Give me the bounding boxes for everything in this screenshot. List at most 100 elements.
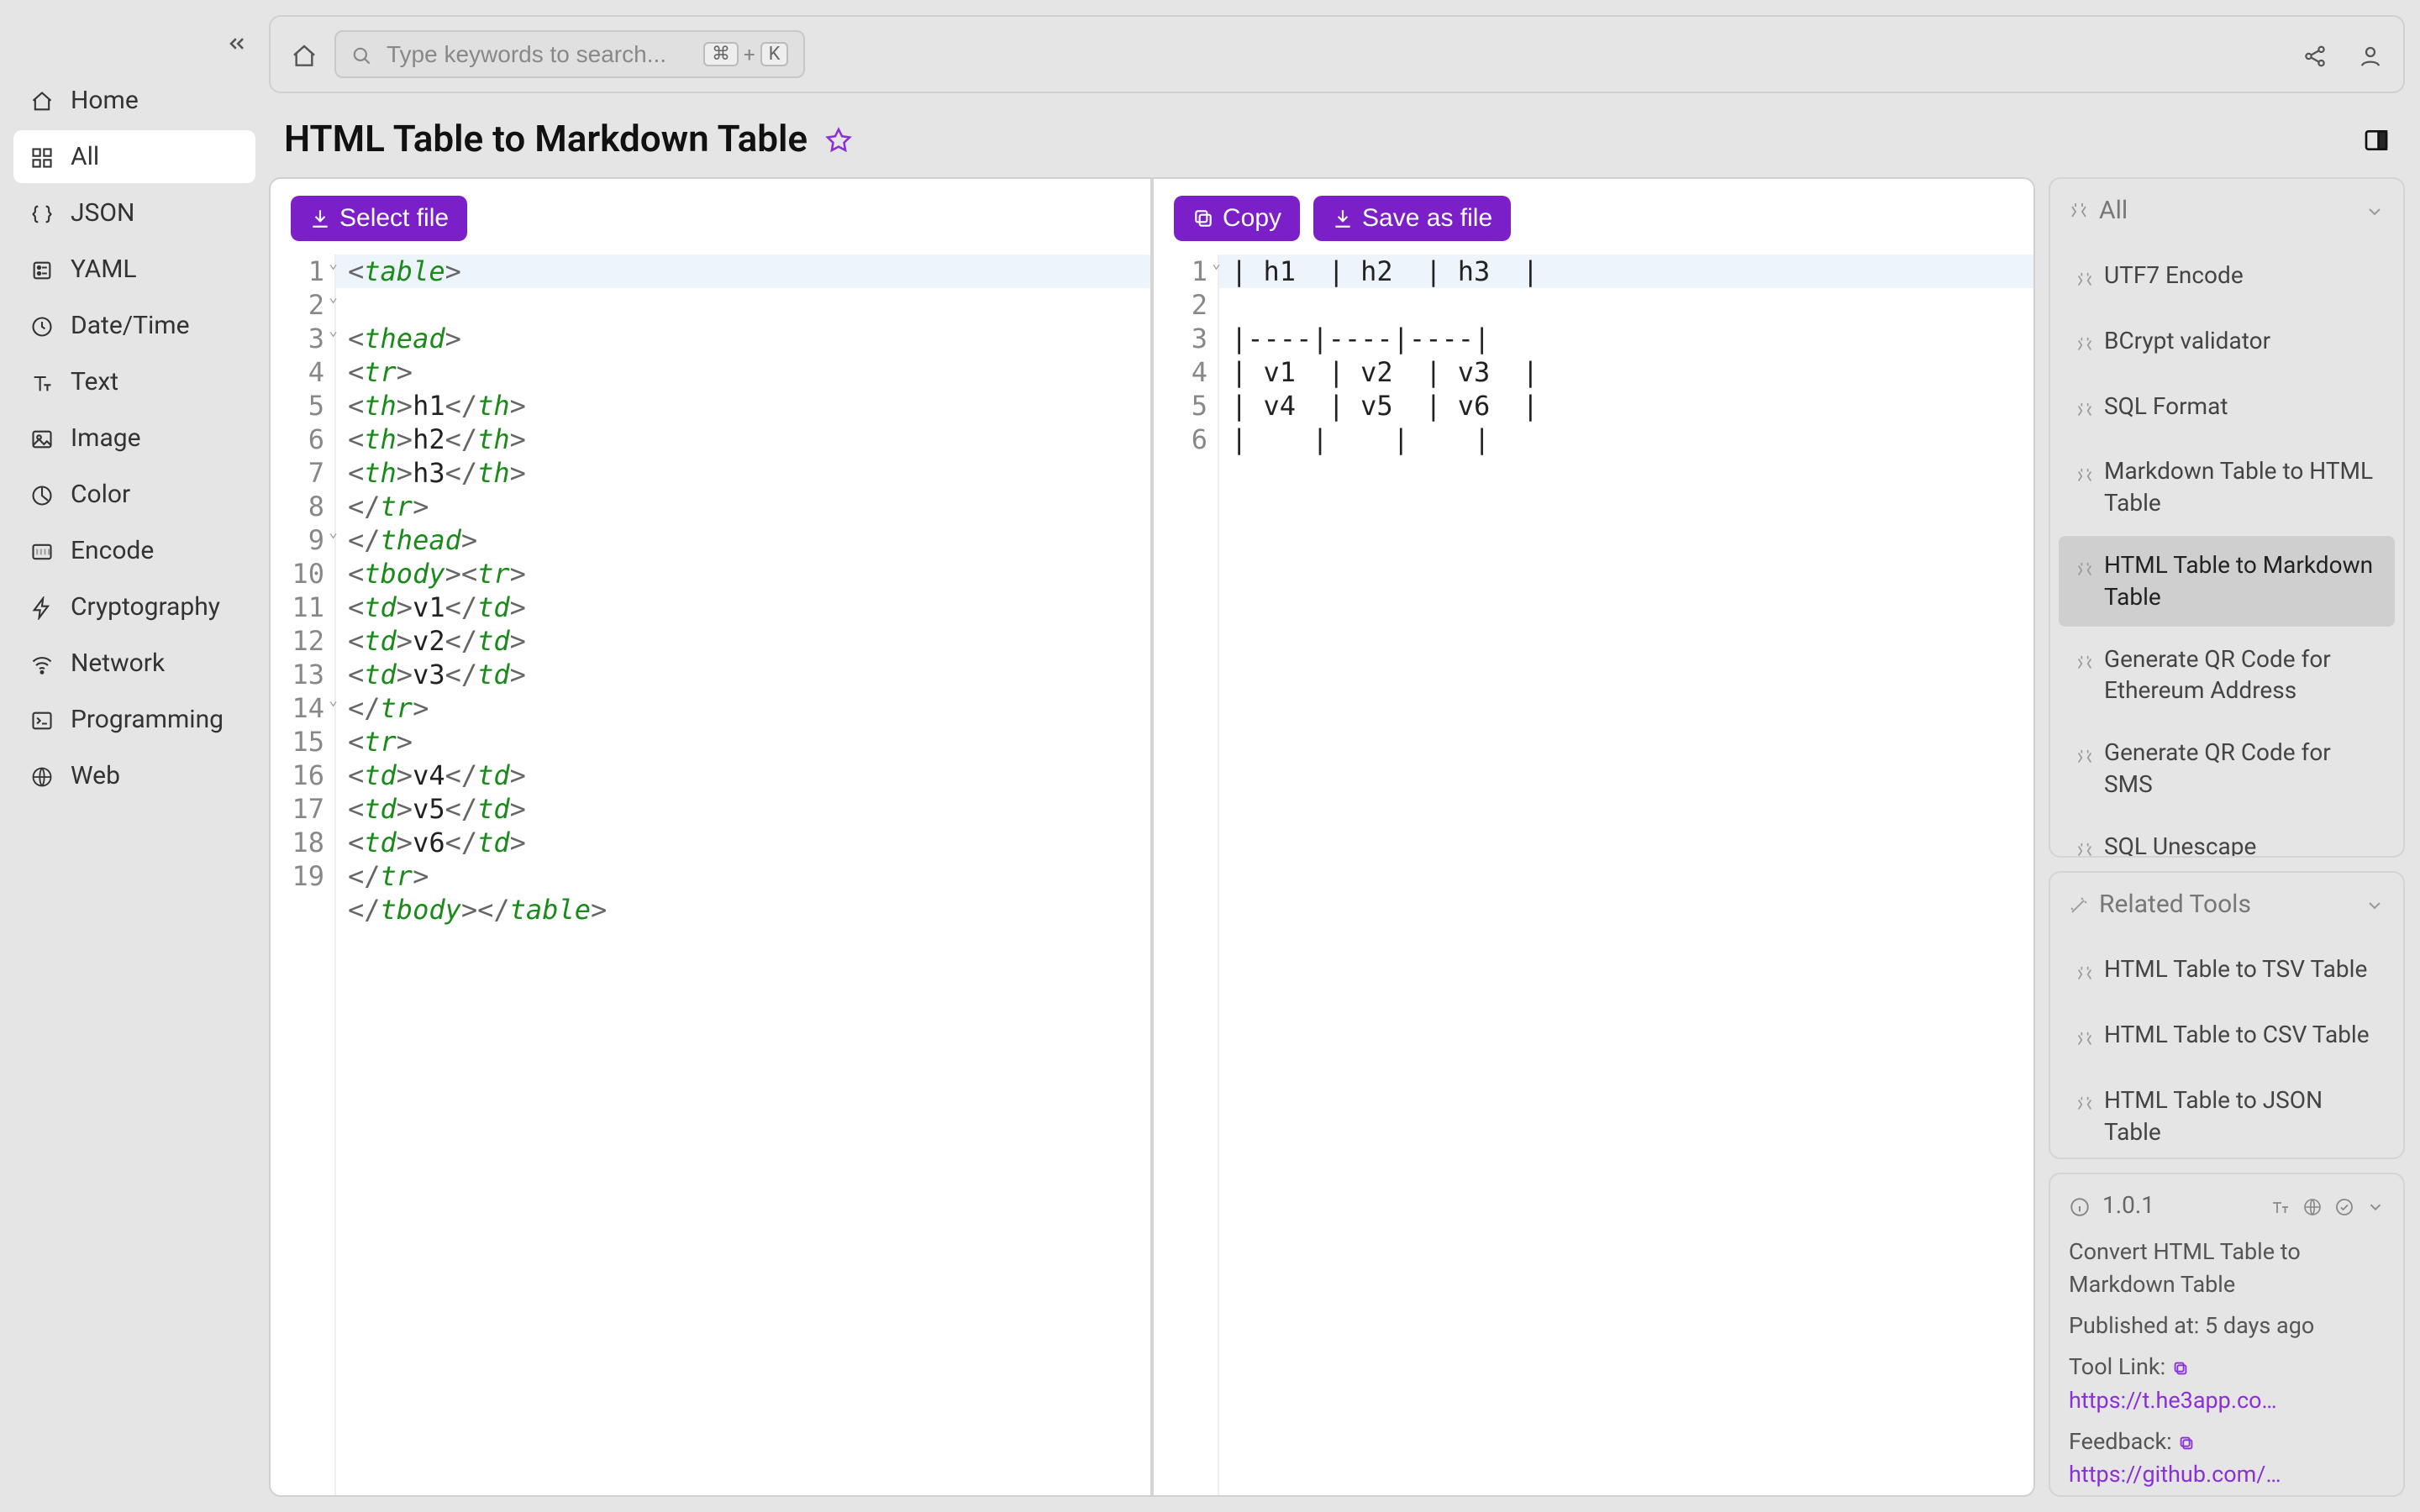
- kbd-plus: +: [744, 43, 755, 66]
- sidebar-item-label: Home: [71, 86, 139, 115]
- copy-link-icon[interactable]: [2177, 1428, 2196, 1455]
- related-tools-head[interactable]: Related Tools: [2050, 873, 2403, 937]
- copy-button[interactable]: Copy: [1174, 196, 1300, 241]
- home-icon[interactable]: [291, 38, 318, 71]
- info-feedback-link[interactable]: https://github.com/…: [2069, 1461, 2281, 1488]
- sidebar-item-home[interactable]: Home: [13, 74, 255, 127]
- globe-icon[interactable]: [2302, 1191, 2323, 1219]
- save-as-file-button[interactable]: Save as file: [1313, 196, 1511, 241]
- tool-item-sql-format[interactable]: SQL Format: [2059, 377, 2395, 439]
- share-icon[interactable]: [2302, 39, 2328, 71]
- info-version-row: 1.0.1: [2050, 1174, 2403, 1236]
- favorite-star-icon[interactable]: [824, 121, 853, 156]
- sidebar-nav: Home All JSON YAML Date/TimeTextImage Color En…: [13, 74, 255, 802]
- sidebar-item-label: JSON: [71, 198, 134, 228]
- output-editor: Copy Save as file 123456 | h1 | h2 | h3 …: [1150, 179, 2033, 1495]
- all-tools-list[interactable]: UTF7 Encode BCrypt validator SQL Format Mar…: [2050, 243, 2403, 856]
- tool-item-bcrypt-validator[interactable]: BCrypt validator: [2059, 312, 2395, 374]
- related-tools-list[interactable]: HTML Table to TSV Table HTML Table to CSV…: [2050, 937, 2403, 1158]
- yaml-icon: [29, 255, 55, 284]
- related-tools-title: Related Tools: [2099, 890, 2251, 919]
- sidebar-item-all[interactable]: All: [13, 130, 255, 183]
- image-icon: [29, 423, 55, 453]
- input-code-area[interactable]: 12345678910111213141516171819 <table> <t…: [271, 249, 1150, 1495]
- globe-icon: [29, 761, 55, 790]
- page-title: HTML Table to Markdown Table: [284, 117, 808, 160]
- user-icon[interactable]: [2358, 39, 2383, 71]
- chevron-down-icon: [2365, 890, 2385, 919]
- sidebar-item-label: YAML: [71, 255, 137, 284]
- sidebar-item-label: Color: [71, 480, 130, 509]
- sidebar-item-cryptography[interactable]: Cryptography: [13, 580, 255, 633]
- sidebar-item-color[interactable]: Color: [13, 468, 255, 521]
- sidebar: Home All JSON YAML Date/TimeTextImage Color En…: [0, 0, 269, 1512]
- input-code[interactable]: <table> <thead> <tr> <th>h1</th> <th>h2<…: [336, 255, 1150, 1495]
- select-file-button[interactable]: Select file: [291, 196, 467, 241]
- sidebar-collapse-icon[interactable]: [225, 25, 249, 57]
- sidebar-item-web[interactable]: Web: [13, 749, 255, 802]
- tool-icon: [2075, 740, 2094, 772]
- all-tools-title: All: [2099, 196, 2128, 225]
- tool-item-html-table-to-markdown-table[interactable]: HTML Table to Markdown Table: [2059, 536, 2395, 627]
- info-feedback-label: Feedback:: [2069, 1428, 2172, 1455]
- tool-icon: [2075, 1088, 2094, 1120]
- tool-item-html-table-to-tsv-table[interactable]: HTML Table to TSV Table: [2059, 940, 2395, 1002]
- tool-icon: [2075, 553, 2094, 585]
- grid-icon: [29, 142, 55, 171]
- sidebar-item-date-time[interactable]: Date/Time: [13, 299, 255, 352]
- tool-item-label: BCrypt validator: [2104, 325, 2270, 357]
- info-body: Convert HTML Table to Markdown Table Pub…: [2050, 1236, 2403, 1497]
- tool-item-html-table-to-csv-table[interactable]: HTML Table to CSV Table: [2059, 1005, 2395, 1068]
- tool-item-label: UTF7 Encode: [2104, 260, 2244, 291]
- search-box[interactable]: ⌘ + K: [334, 30, 805, 78]
- tool-item-label: Markdown Table to HTML Table: [2104, 455, 2378, 519]
- tool-item-label: HTML Table to TSV Table: [2104, 953, 2367, 985]
- braces-icon: [29, 198, 55, 228]
- save-label: Save as file: [1362, 204, 1492, 233]
- input-gutter: 12345678910111213141516171819: [271, 255, 336, 1495]
- output-code[interactable]: | h1 | h2 | h3 | |----|----|----| | v1 |…: [1219, 255, 2033, 1495]
- sidebar-item-label: Network: [71, 648, 165, 678]
- info-tool-link-label: Tool Link:: [2069, 1353, 2165, 1380]
- input-editor: Select file 1234567891011121314151617181…: [271, 179, 1150, 1495]
- sidebar-item-programming[interactable]: Programming: [13, 693, 255, 746]
- tool-item-generate-qr-code-for-ethereum-address[interactable]: Generate QR Code for Ethereum Address: [2059, 630, 2395, 721]
- tool-item-sql-unescape[interactable]: SQL Unescape: [2059, 817, 2395, 856]
- version-label: 1.0.1: [2102, 1191, 2154, 1219]
- sidebar-item-encode[interactable]: Encode: [13, 524, 255, 577]
- tool-icon: [2075, 263, 2094, 295]
- info-published-value: 5 days ago: [2205, 1312, 2314, 1339]
- kbd-k: K: [760, 42, 789, 66]
- chevron-down-icon[interactable]: [2366, 1191, 2385, 1219]
- sidebar-item-image[interactable]: Image: [13, 412, 255, 465]
- tool-item-label: HTML Table to Markdown Table: [2104, 549, 2378, 613]
- panel-toggle-icon[interactable]: [2363, 122, 2390, 155]
- text-icon: [29, 367, 55, 396]
- search-shortcut: ⌘ + K: [703, 42, 788, 66]
- check-circle-icon[interactable]: [2334, 1191, 2354, 1219]
- tool-item-utf7-encode[interactable]: UTF7 Encode: [2059, 246, 2395, 308]
- kbd-cmd: ⌘: [703, 42, 739, 66]
- title-row: HTML Table to Markdown Table: [269, 93, 2405, 177]
- sidebar-item-yaml[interactable]: YAML: [13, 243, 255, 296]
- info-tool-link[interactable]: https://t.he3app.co…: [2069, 1387, 2277, 1414]
- all-tools-head[interactable]: All: [2050, 179, 2403, 243]
- sidebar-item-network[interactable]: Network: [13, 637, 255, 690]
- tool-item-generate-qr-code-for-sms[interactable]: Generate QR Code for SMS: [2059, 723, 2395, 814]
- wifi-icon: [29, 648, 55, 678]
- tool-item-markdown-table-to-html-table[interactable]: Markdown Table to HTML Table: [2059, 442, 2395, 533]
- all-tools-panel: All UTF7 Encode BCrypt validator SQL Forma…: [2049, 177, 2405, 858]
- sidebar-item-text[interactable]: Text: [13, 355, 255, 408]
- tool-icon: [2075, 957, 2094, 989]
- tool-item-html-table-to-json-table[interactable]: HTML Table to JSON Table: [2059, 1071, 2395, 1158]
- tool-icon: [2075, 394, 2094, 426]
- copy-link-icon[interactable]: [2171, 1353, 2190, 1380]
- info-description: Convert HTML Table to Markdown Table: [2069, 1236, 2385, 1301]
- search-input[interactable]: [387, 41, 690, 68]
- info-icon[interactable]: [2069, 1191, 2091, 1219]
- sidebar-item-json[interactable]: JSON: [13, 186, 255, 239]
- text-size-icon[interactable]: [2270, 1191, 2291, 1219]
- tool-item-label: SQL Unescape: [2104, 831, 2256, 856]
- wand-icon: [2069, 890, 2089, 919]
- output-code-area[interactable]: 123456 | h1 | h2 | h3 | |----|----|----|…: [1154, 249, 2033, 1495]
